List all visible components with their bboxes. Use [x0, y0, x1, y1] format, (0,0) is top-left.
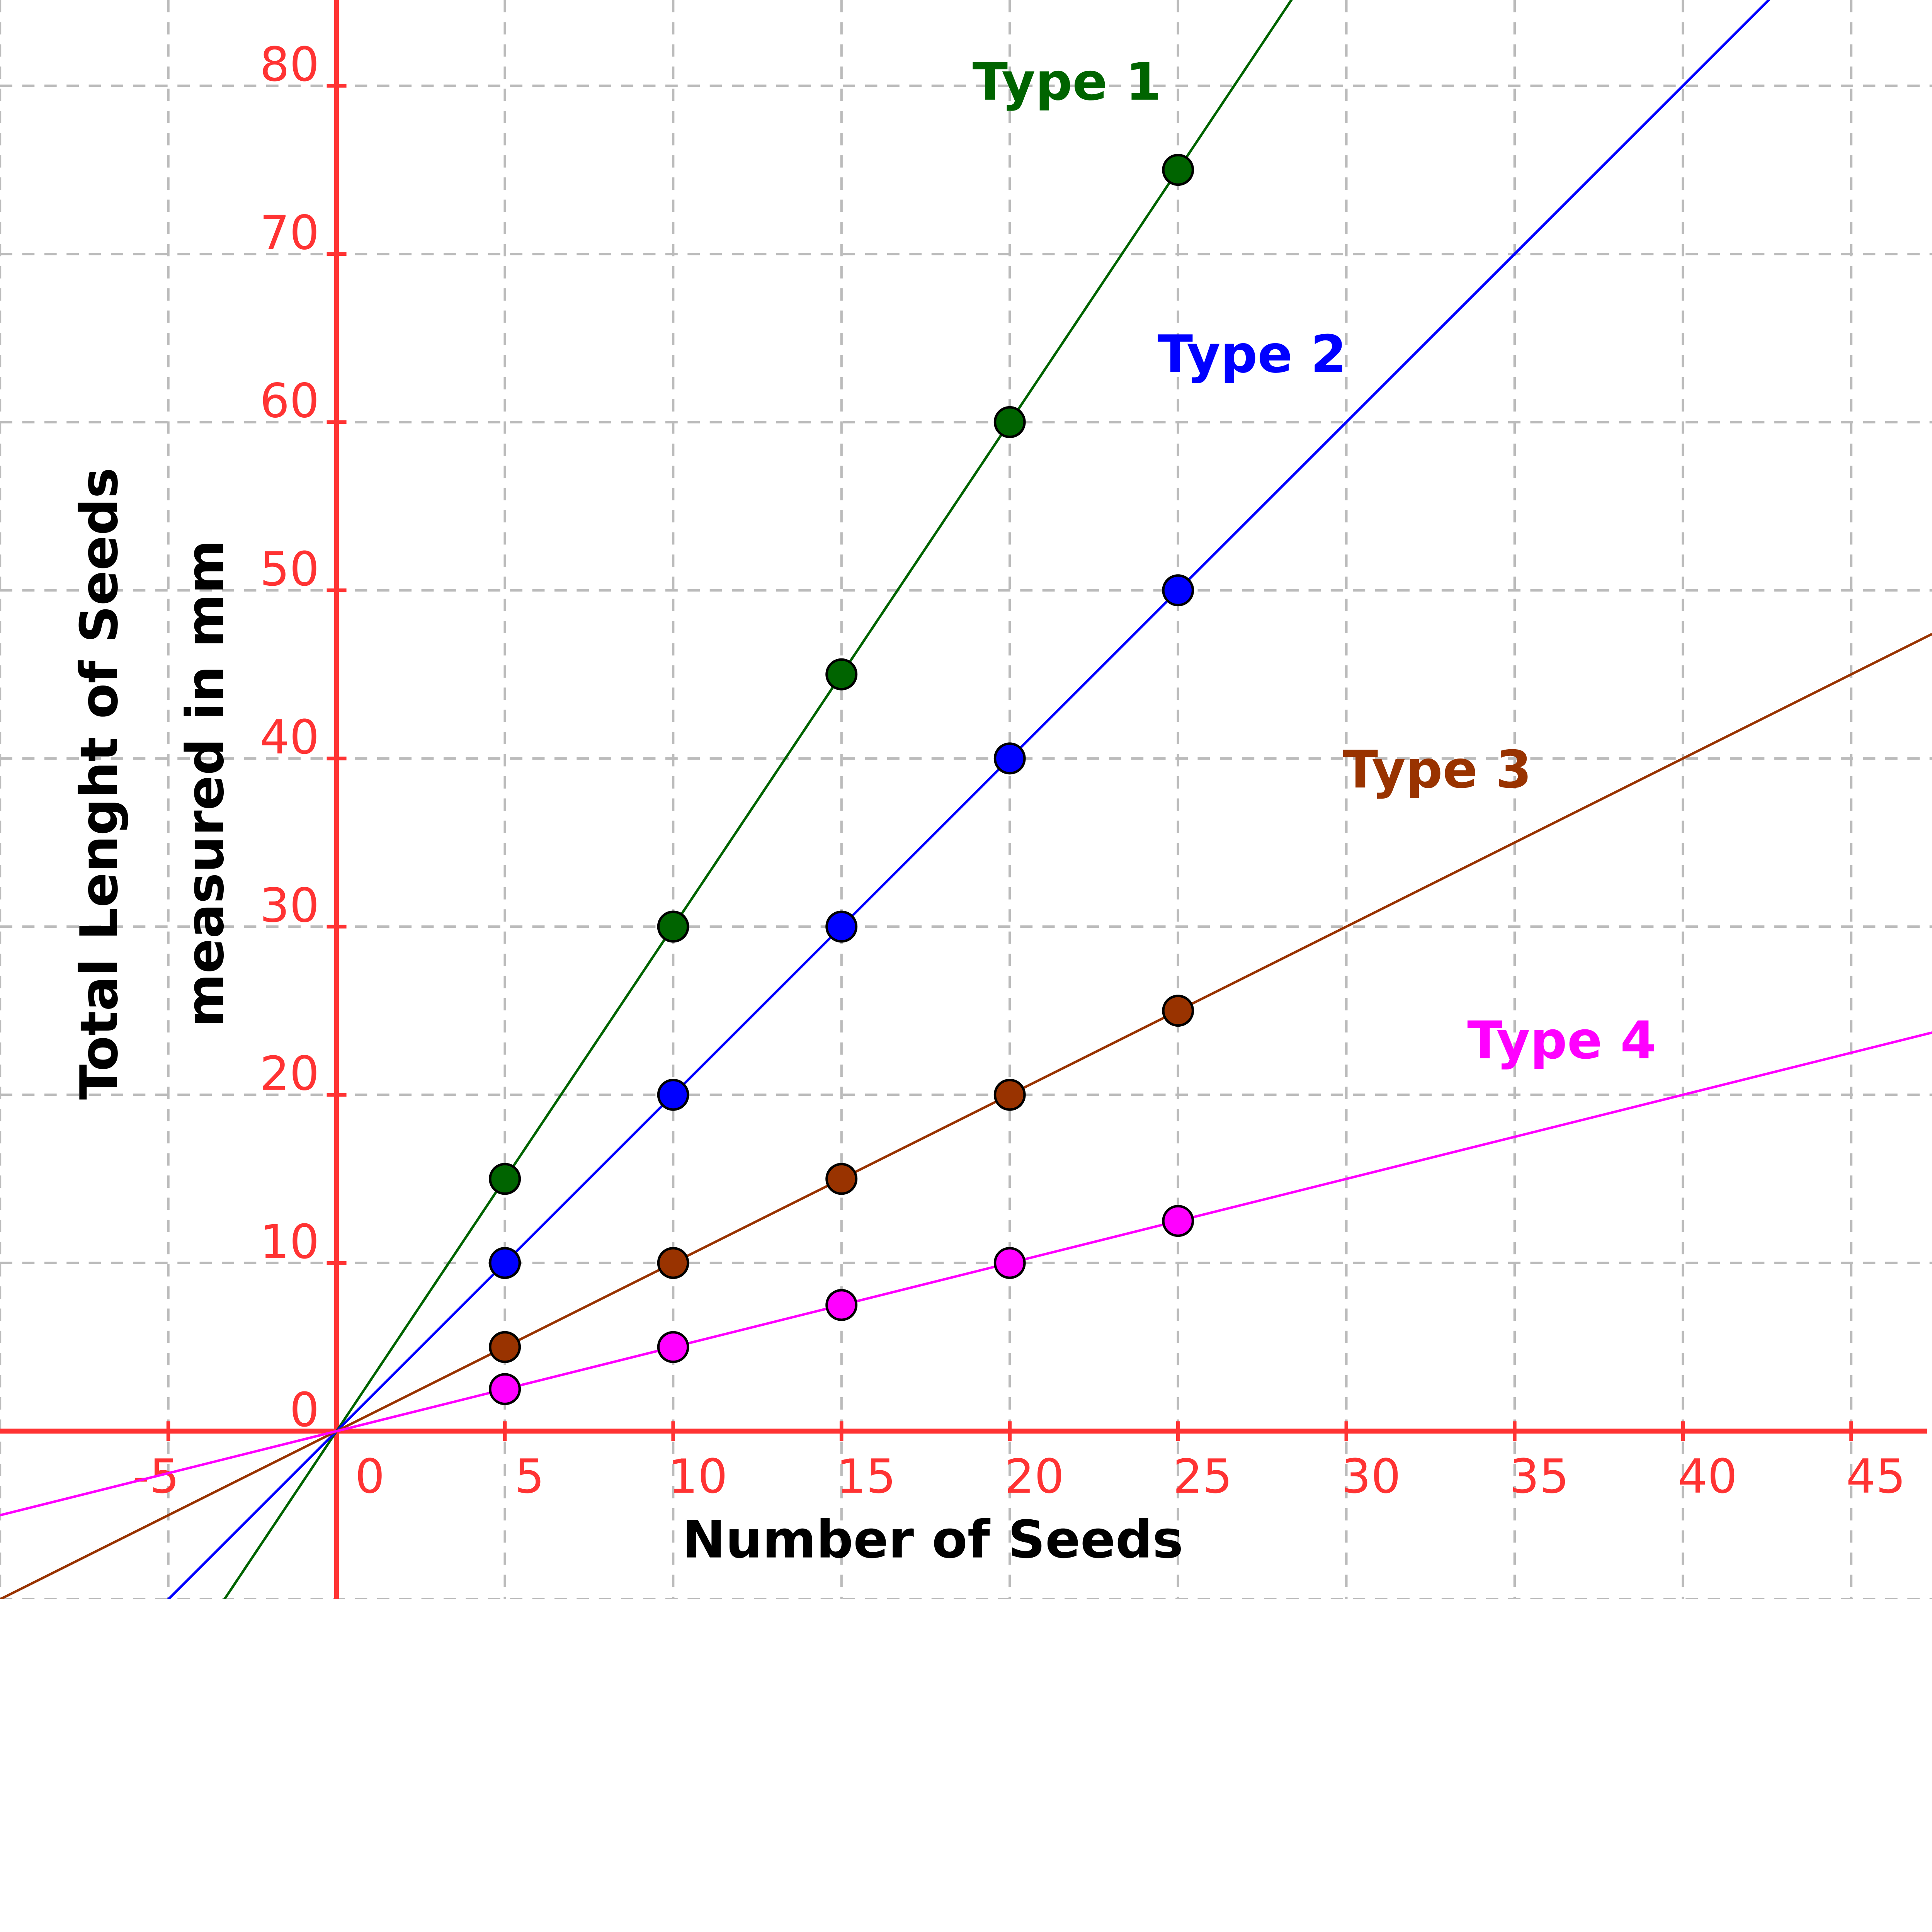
- data-point-type-2: [657, 1078, 689, 1111]
- data-point-type-2: [489, 1247, 521, 1279]
- data-point-type-1: [1162, 154, 1194, 186]
- data-point-type-3: [993, 1078, 1026, 1111]
- x-tick-label: 45: [1846, 1449, 1906, 1504]
- y-tick-label: 40: [260, 710, 319, 765]
- grid: [0, 0, 1932, 1600]
- data-point-type-3: [825, 1163, 858, 1195]
- y-tick-label: 0: [289, 1383, 319, 1437]
- x-tick-label: 5: [515, 1449, 544, 1504]
- data-point-type-2: [1162, 574, 1194, 607]
- y-tick-label: 70: [260, 206, 319, 260]
- series-label-type-1: Type 1: [973, 52, 1162, 112]
- data-point-type-2: [825, 910, 858, 943]
- data-point-type-3: [489, 1331, 521, 1363]
- y-tick-label: 50: [260, 542, 319, 597]
- data-point-type-4: [825, 1289, 858, 1321]
- x-axis-label: Number of Seeds: [682, 1510, 1184, 1570]
- data-points: [489, 154, 1194, 1405]
- data-point-type-4: [1162, 1205, 1194, 1237]
- data-point-type-1: [825, 658, 858, 690]
- x-tick-label: 10: [668, 1449, 728, 1504]
- x-tick-label: 30: [1341, 1449, 1401, 1504]
- y-axis-label-line2: measured in mm: [175, 540, 235, 1027]
- x-tick-label: 25: [1173, 1449, 1232, 1504]
- series-line-type-4: [0, 1031, 1932, 1517]
- data-point-type-3: [1162, 995, 1194, 1027]
- data-point-type-1: [489, 1163, 521, 1195]
- data-point-type-2: [993, 742, 1026, 775]
- x-tick-label: 0: [355, 1449, 385, 1504]
- series-label-type-4: Type 4: [1467, 1010, 1656, 1071]
- y-tick-label: 80: [260, 37, 319, 92]
- x-tick-label: 35: [1510, 1449, 1569, 1504]
- series-line-type-3: [0, 633, 1932, 1600]
- series-lines: [0, 0, 1932, 1600]
- data-point-type-1: [657, 910, 689, 943]
- labels: Type 1 Type 2 Type 3 Type 4: [973, 52, 1656, 1071]
- series-label-type-3: Type 3: [1343, 740, 1532, 800]
- x-tick-label: 15: [836, 1449, 896, 1504]
- y-tick-label: 60: [260, 374, 319, 429]
- series-line-type-1: [223, 0, 1293, 1600]
- y-tick-label: 30: [260, 878, 319, 933]
- data-point-type-4: [993, 1247, 1026, 1279]
- x-tick-label: 40: [1678, 1449, 1737, 1504]
- y-tick-label: 10: [260, 1215, 319, 1269]
- data-point-type-4: [657, 1331, 689, 1363]
- y-tick-label: 20: [260, 1047, 319, 1101]
- seed-length-chart: -505101520253035404501020304050607080 Ty…: [0, 0, 1932, 1600]
- axes: -505101520253035404501020304050607080: [0, 0, 1927, 1600]
- data-point-type-1: [993, 406, 1026, 438]
- y-axis-label-line1: Total Lenght of Seeds: [69, 468, 129, 1100]
- x-tick-label: 20: [1005, 1449, 1064, 1504]
- series-label-type-2: Type 2: [1158, 324, 1347, 384]
- series-line-type-2: [167, 0, 1771, 1600]
- data-point-type-4: [489, 1373, 521, 1405]
- data-point-type-3: [657, 1247, 689, 1279]
